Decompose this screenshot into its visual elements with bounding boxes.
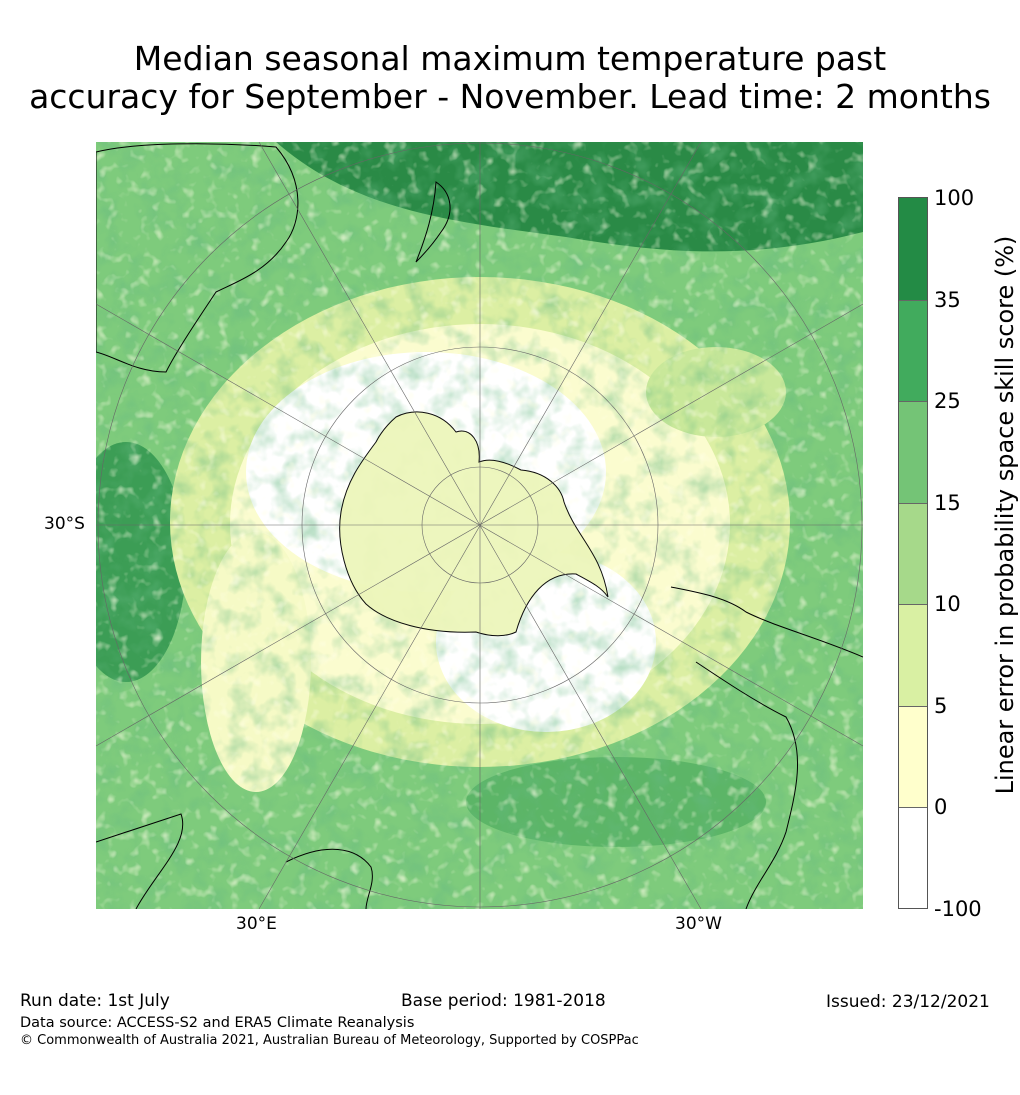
colorbar-bin-35-100 <box>899 198 927 300</box>
new-zealand-coastline <box>415 181 451 263</box>
africa-coastline <box>96 813 373 909</box>
colorbar-bin-0-5 <box>899 706 927 807</box>
title-line-2: accuracy for September - November. Lead … <box>29 77 991 116</box>
colorbar-bin-5-10 <box>899 604 927 706</box>
longitude-label-30w: 30°W <box>675 914 722 934</box>
south-america-coastline <box>670 586 863 909</box>
colorbar-tick: 25 <box>934 389 961 413</box>
colorbar-tick: 5 <box>934 694 948 718</box>
chart-title: Median seasonal maximum temperature past… <box>0 40 1020 116</box>
colorbar-bin-25-35 <box>899 300 927 401</box>
graticule <box>96 142 863 909</box>
latitude-label-30s: 30°S <box>44 514 85 534</box>
data-source: Data source: ACCESS-S2 and ERA5 Climate … <box>20 1015 415 1031</box>
title-line-1: Median seasonal maximum temperature past <box>133 39 887 78</box>
longitude-label-30e: 30°E <box>236 914 277 934</box>
colorbar-tick: -100 <box>934 897 982 921</box>
colorbar-tick: 35 <box>934 288 961 312</box>
colorbar-label: Linear error in probability space skill … <box>991 235 1019 795</box>
colorbar <box>898 197 928 909</box>
australia-coastline <box>96 143 299 373</box>
colorbar-bin-neg100-0 <box>899 807 927 908</box>
colorbar-tick: 10 <box>934 592 961 616</box>
skill-score-map <box>96 142 863 909</box>
base-period: Base period: 1981-2018 <box>401 991 606 1011</box>
run-date: Run date: 1st July <box>20 991 170 1011</box>
colorbar-tick: 100 <box>934 186 975 210</box>
colorbar-tick: 0 <box>934 795 948 819</box>
colorbar-bin-15-25 <box>899 401 927 503</box>
colorbar-tick: 15 <box>934 491 961 515</box>
issued-date: Issued: 23/12/2021 <box>826 992 990 1012</box>
colorbar-bin-10-15 <box>899 503 927 604</box>
copyright: © Commonwealth of Australia 2021, Austra… <box>20 1033 639 1048</box>
